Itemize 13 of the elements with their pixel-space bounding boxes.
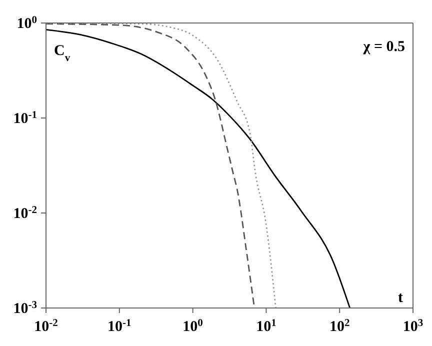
x-tick-label: 10$^{0}$: [182, 318, 203, 335]
x-tick-label: 10$^{1}$: [256, 318, 276, 335]
y-tick-label: 10$^{-2}$: [13, 204, 37, 222]
annotation: χ = 0.5: [362, 39, 405, 55]
y-axis-title: C$_{v}$: [54, 43, 71, 64]
y-tick-label: 10$^{-1}$: [13, 110, 37, 127]
y-tick-label: 10$^{-3}$: [13, 300, 37, 317]
x-tick-label: 10$^{-1}$: [108, 318, 132, 335]
x-axis-title: t: [398, 290, 403, 306]
x-tick-label: 10$^{-2}$: [34, 318, 58, 335]
x-tick-label: 10$^{3}$: [402, 318, 424, 335]
x-tick-label: 10$^{2}$: [329, 318, 350, 335]
y-tick-label: 10$^{0}$: [16, 14, 37, 32]
